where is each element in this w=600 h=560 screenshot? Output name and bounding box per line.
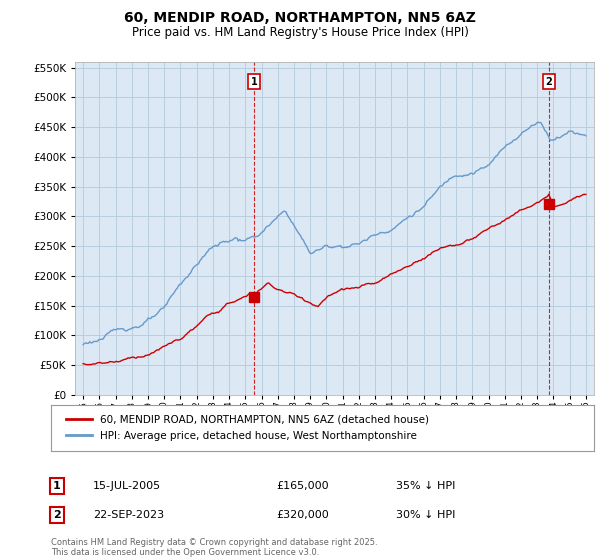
Text: 2: 2: [545, 77, 552, 87]
Text: 15-JUL-2005: 15-JUL-2005: [93, 481, 161, 491]
Text: Price paid vs. HM Land Registry's House Price Index (HPI): Price paid vs. HM Land Registry's House …: [131, 26, 469, 39]
Text: 30% ↓ HPI: 30% ↓ HPI: [396, 510, 455, 520]
Text: Contains HM Land Registry data © Crown copyright and database right 2025.
This d: Contains HM Land Registry data © Crown c…: [51, 538, 377, 557]
Text: £320,000: £320,000: [276, 510, 329, 520]
Legend: 60, MENDIP ROAD, NORTHAMPTON, NN5 6AZ (detached house), HPI: Average price, deta: 60, MENDIP ROAD, NORTHAMPTON, NN5 6AZ (d…: [62, 410, 433, 445]
Text: 35% ↓ HPI: 35% ↓ HPI: [396, 481, 455, 491]
Text: 22-SEP-2023: 22-SEP-2023: [93, 510, 164, 520]
Text: 2: 2: [53, 510, 61, 520]
Text: 60, MENDIP ROAD, NORTHAMPTON, NN5 6AZ: 60, MENDIP ROAD, NORTHAMPTON, NN5 6AZ: [124, 11, 476, 25]
Text: £165,000: £165,000: [276, 481, 329, 491]
Text: 1: 1: [251, 77, 257, 87]
Text: 1: 1: [53, 481, 61, 491]
